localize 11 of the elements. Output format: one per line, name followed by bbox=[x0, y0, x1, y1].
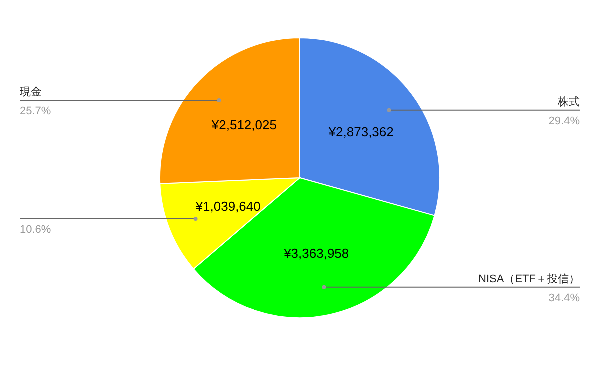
slice-label: 株式 bbox=[557, 95, 580, 108]
slice-label: NISA（ETF＋投信） bbox=[478, 273, 580, 286]
text: 34.4% bbox=[548, 292, 580, 304]
data-label: ¥1,039,640 bbox=[194, 199, 261, 214]
text: 29.4% bbox=[548, 115, 580, 128]
text: 25.7% bbox=[20, 105, 52, 118]
text: 10.6% bbox=[20, 224, 52, 236]
data-label: ¥2,512,025 bbox=[210, 118, 277, 133]
data-label: ¥2,873,362 bbox=[328, 124, 394, 140]
slice-label: 現金 bbox=[20, 86, 42, 98]
data-label: ¥3,363,958 bbox=[283, 246, 350, 262]
